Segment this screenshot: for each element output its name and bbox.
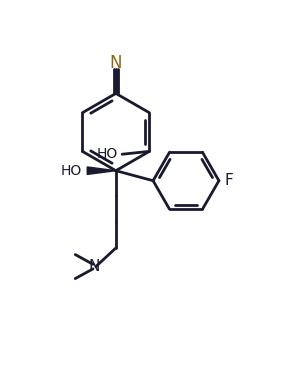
Text: HO: HO [97,147,118,161]
Polygon shape [87,167,116,174]
Text: F: F [224,173,233,188]
Text: N: N [89,259,100,274]
Text: N: N [110,54,122,72]
Text: HO: HO [60,164,81,178]
